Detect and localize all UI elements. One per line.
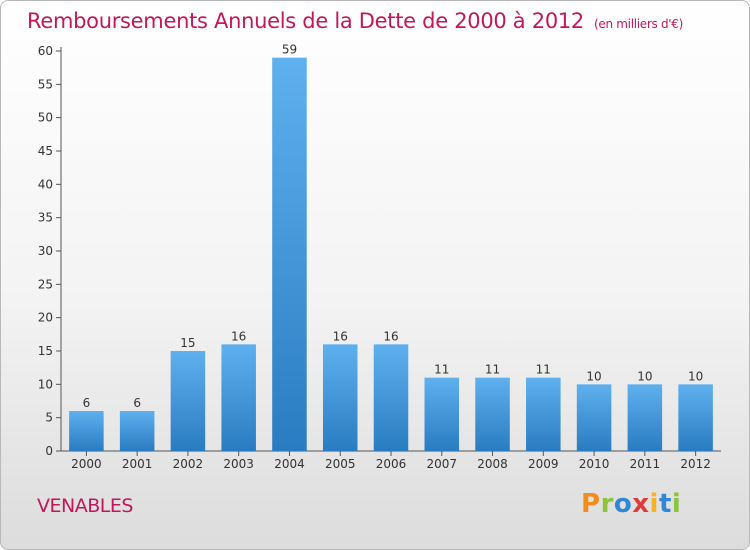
bar-value-label: 6 — [133, 396, 141, 410]
y-tick-label: 10 — [38, 377, 53, 391]
x-tick-label: 2005 — [325, 457, 356, 471]
bar-value-label: 15 — [180, 336, 195, 350]
logo-letter: P — [581, 489, 601, 519]
y-tick-label: 45 — [38, 144, 53, 158]
chart-unit-note: (en milliers d'€) — [594, 17, 684, 31]
bar — [119, 411, 155, 451]
chart-title-text: Remboursements Annuels de la Dette de 20… — [27, 9, 584, 33]
logo-letter: x — [632, 489, 650, 519]
bar-value-label: 6 — [83, 396, 91, 410]
x-tick-label: 2004 — [274, 457, 305, 471]
y-tick-label: 55 — [38, 77, 53, 91]
logo-letter: i — [671, 489, 682, 519]
logo-letter: i — [649, 489, 659, 519]
bar — [170, 351, 206, 451]
y-tick-label: 5 — [45, 411, 53, 425]
bar — [69, 411, 104, 451]
bar-value-label: 59 — [282, 43, 297, 57]
bar — [221, 344, 256, 451]
x-tick-label: 2002 — [173, 457, 204, 471]
x-tick-label: 2008 — [477, 457, 508, 471]
chart-title: Remboursements Annuels de la Dette de 20… — [27, 9, 683, 33]
bar — [678, 384, 713, 451]
bar-value-label: 11 — [536, 363, 551, 377]
bar — [373, 344, 409, 451]
bar — [526, 377, 561, 451]
bar-value-label: 11 — [434, 363, 449, 377]
bar-value-label: 11 — [485, 363, 500, 377]
y-tick-label: 35 — [38, 211, 53, 225]
bar — [424, 377, 460, 451]
x-tick-label: 2007 — [426, 457, 457, 471]
x-tick-label: 2000 — [71, 457, 102, 471]
logo-letter: t — [658, 489, 672, 519]
logo-letter: o — [613, 489, 633, 519]
proxiti-logo: Proxiti — [581, 489, 681, 519]
bar — [627, 384, 663, 451]
bar — [576, 384, 612, 451]
bar — [272, 57, 307, 452]
x-tick-label: 2010 — [579, 457, 610, 471]
logo-letter: r — [600, 489, 614, 519]
bar-value-label: 10 — [688, 369, 703, 383]
bar-value-label: 16 — [231, 329, 246, 343]
x-tick-label: 2006 — [376, 457, 407, 471]
y-tick-label: 25 — [38, 277, 53, 291]
bar — [475, 377, 510, 451]
y-tick-label: 0 — [45, 444, 53, 458]
y-tick-label: 30 — [38, 244, 53, 258]
y-tick-label: 15 — [38, 344, 53, 358]
x-tick-label: 2001 — [122, 457, 153, 471]
bar — [322, 344, 358, 451]
y-tick-label: 40 — [38, 177, 53, 191]
x-tick-label: 2012 — [680, 457, 711, 471]
y-tick-label: 50 — [38, 111, 53, 125]
bar-value-label: 10 — [637, 369, 652, 383]
bar-value-label: 10 — [586, 369, 601, 383]
x-tick-label: 2011 — [630, 457, 661, 471]
place-name: VENABLES — [37, 495, 133, 517]
bar-value-label: 16 — [383, 329, 398, 343]
x-tick-label: 2009 — [528, 457, 559, 471]
y-tick-label: 20 — [38, 311, 53, 325]
bar-value-label: 16 — [333, 329, 348, 343]
y-tick-label: 60 — [38, 44, 53, 58]
x-tick-label: 2003 — [223, 457, 254, 471]
